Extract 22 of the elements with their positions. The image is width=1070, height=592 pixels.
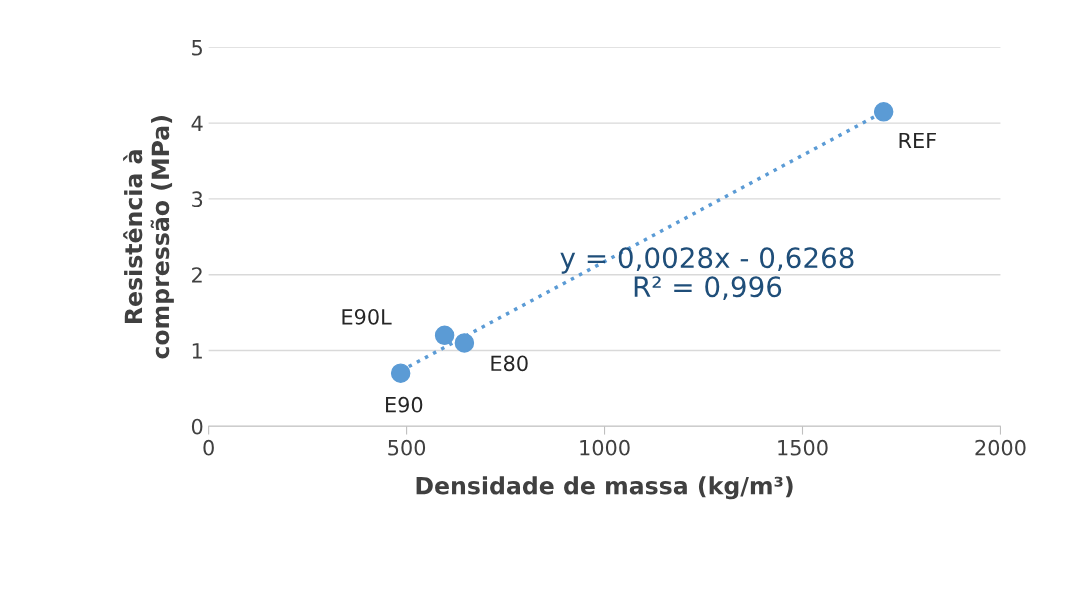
x-tick-label: 0 bbox=[203, 439, 214, 456]
annotation: y = 0,0028x - 0,6268 R² = 0,996 bbox=[560, 247, 854, 301]
x-tick-label: 500 bbox=[388, 439, 426, 456]
point bbox=[873, 102, 894, 122]
x-axis-title: Densidade de massa (kg/m³) bbox=[416, 476, 793, 500]
y-tick-label: 4 bbox=[191, 115, 203, 132]
annotation: REF bbox=[899, 132, 936, 149]
annotation: E80 bbox=[491, 355, 528, 372]
x-tick-label: 2000 bbox=[975, 439, 1026, 456]
point bbox=[390, 363, 411, 383]
y-tick-label: 3 bbox=[192, 191, 203, 208]
x-tick-label: 1500 bbox=[778, 439, 828, 456]
point bbox=[454, 333, 475, 353]
annotation: E90L bbox=[342, 308, 392, 325]
y-axis-title: Resistência à compressão (MPa) bbox=[123, 116, 174, 359]
y-tick-label: 2 bbox=[192, 267, 202, 283]
x-tick-label: 1000 bbox=[580, 439, 630, 456]
point bbox=[434, 325, 455, 346]
y-tick-label: 0 bbox=[191, 418, 203, 435]
y-tick-label: 1 bbox=[192, 343, 202, 359]
y-tick-label: 5 bbox=[192, 40, 202, 56]
annotation: E90 bbox=[386, 396, 423, 413]
